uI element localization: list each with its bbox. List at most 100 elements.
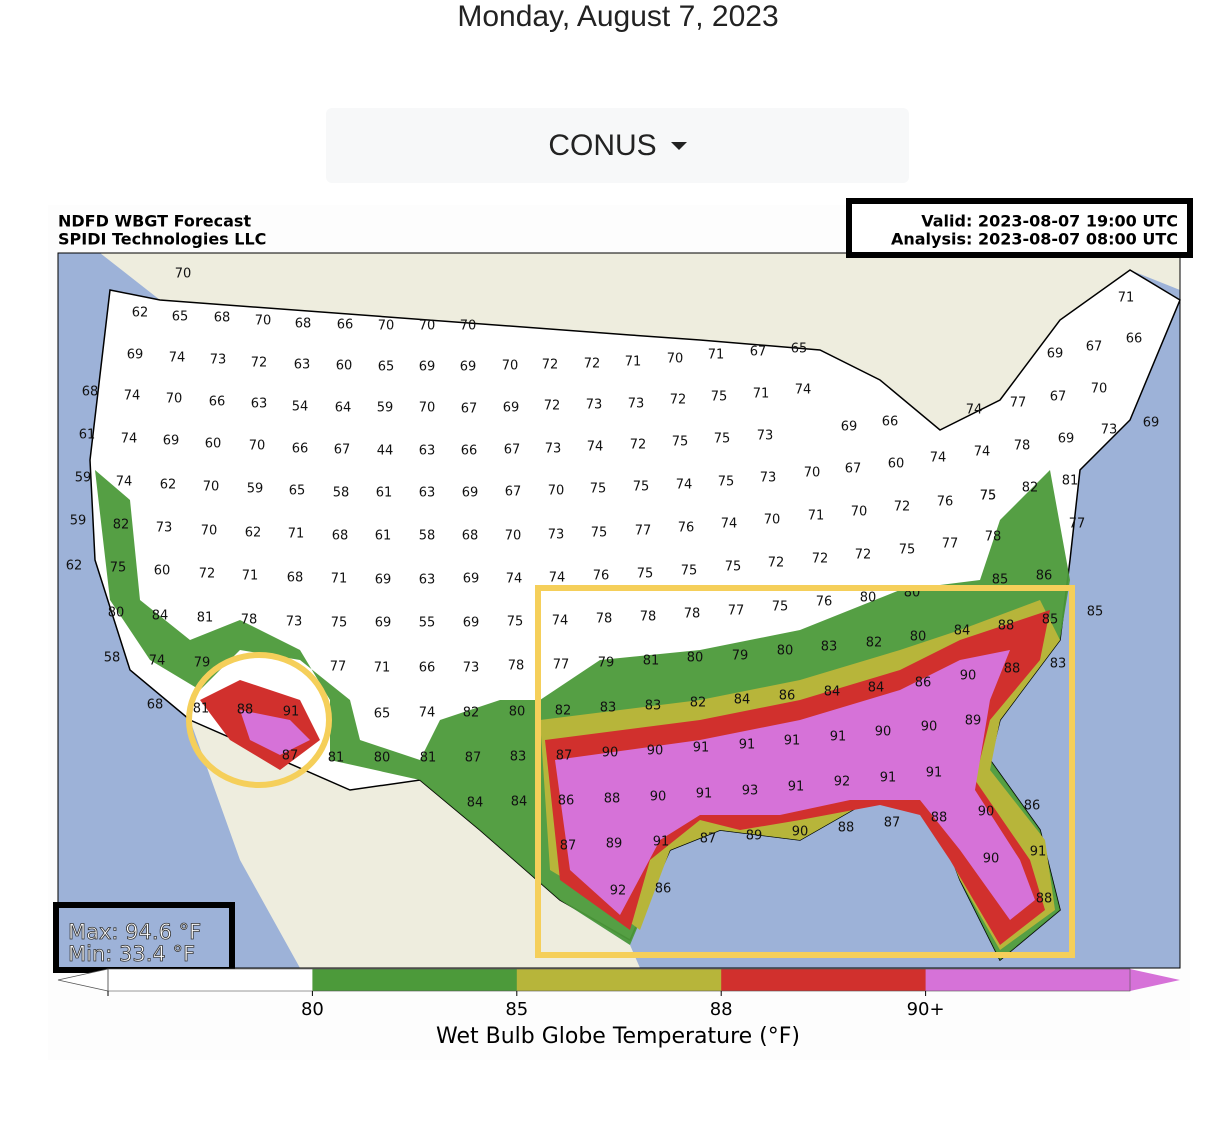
station-value: 74: [587, 440, 604, 455]
station-value: 84: [734, 693, 751, 708]
analysis-time: Analysis: 2023-08-07 08:00 UTC: [891, 230, 1178, 249]
station-value: 70: [255, 314, 272, 329]
station-value: 80: [108, 606, 125, 621]
station-value: 61: [376, 486, 393, 501]
station-value: 75: [725, 560, 742, 575]
station-value: 84: [467, 796, 484, 811]
station-value: 73: [210, 353, 227, 368]
station-value: 71: [288, 527, 305, 542]
station-value: 74: [552, 614, 569, 629]
station-value: 59: [75, 471, 92, 486]
colorbar-outline: [107, 968, 1131, 992]
station-value: 72: [630, 438, 647, 453]
station-value: 59: [377, 401, 394, 416]
station-value: 62: [66, 559, 83, 574]
station-value: 85: [1042, 613, 1059, 628]
station-value: 74: [930, 451, 947, 466]
station-value: 83: [510, 750, 527, 765]
colorbar: 80 85 88 90+: [57, 968, 1180, 1020]
station-value: 75: [718, 475, 735, 490]
caret[interactable]: [670, 141, 687, 150]
station-value: 80: [910, 630, 927, 645]
station-value: 68: [287, 571, 304, 586]
wbgt-90-plus: [240, 650, 1035, 920]
station-value: 79: [732, 649, 749, 664]
station-value: 61: [375, 529, 392, 544]
station-value: 74: [795, 383, 812, 398]
station-value: 73: [463, 661, 480, 676]
station-value: 75: [633, 480, 650, 495]
station-value: 87: [560, 839, 577, 854]
dropdown-label[interactable]: CONUS: [548, 128, 657, 162]
station-value: 73: [760, 471, 777, 486]
station-value: 62: [132, 306, 149, 321]
station-value: 73: [586, 398, 603, 413]
station-value: 91: [926, 766, 943, 781]
station-value: 77: [1010, 396, 1027, 411]
station-value: 70: [804, 466, 821, 481]
station-value: 75: [714, 432, 731, 447]
station-value: 70: [419, 401, 436, 416]
station-value: 69: [1143, 416, 1160, 431]
station-value: 72: [812, 552, 829, 567]
station-value: 86: [779, 689, 796, 704]
station-value: 81: [197, 611, 214, 626]
colorbar-segment: [312, 969, 518, 991]
station-value: 67: [504, 443, 521, 458]
mexico: [190, 720, 640, 968]
station-value: 69: [127, 348, 144, 363]
station-value: 67: [334, 443, 351, 458]
station-value: 83: [600, 701, 617, 716]
station-value: 78: [508, 659, 525, 674]
station-value: 70: [203, 480, 220, 495]
station-value: 70: [502, 359, 519, 374]
station-value: 65: [289, 484, 306, 499]
station-value: 90: [921, 720, 938, 735]
station-value: 84: [824, 685, 841, 700]
station-value: 74: [506, 572, 523, 587]
station-value: 74: [124, 389, 141, 404]
station-value: 60: [154, 564, 171, 579]
station-value: 77: [942, 537, 959, 552]
station-value: 64: [335, 401, 352, 416]
station-value: 91: [784, 734, 801, 749]
station-value: 74: [121, 432, 138, 447]
station-value: 89: [746, 829, 763, 844]
station-value: 76: [593, 569, 610, 584]
station-value: 88: [838, 821, 855, 836]
station-value: 80: [374, 751, 391, 766]
station-value: 73: [545, 442, 562, 457]
station-value: 78: [596, 612, 613, 627]
station-value: 91: [283, 705, 300, 720]
station-value: 88: [931, 811, 948, 826]
station-value: 90: [602, 746, 619, 761]
station-value: 84: [511, 795, 528, 810]
station-value: 70: [667, 352, 684, 367]
colorbar-segment: [108, 969, 313, 991]
station-value: 88: [1036, 892, 1053, 907]
station-value: 70: [175, 267, 192, 282]
station-value: 90: [792, 825, 809, 840]
map-subtitle: SPIDI Technologies LLC: [58, 230, 266, 249]
station-value: 68: [82, 385, 99, 400]
station-value: 58: [419, 529, 436, 544]
station-value: 69: [375, 616, 392, 631]
station-value: 67: [461, 402, 478, 417]
station-value: 59: [247, 482, 264, 497]
station-value: 58: [333, 486, 350, 501]
station-value: 72: [768, 556, 785, 571]
station-value: 84: [954, 624, 971, 639]
station-value: 91: [830, 730, 847, 745]
station-value: 76: [678, 521, 695, 536]
station-value: 91: [880, 771, 897, 786]
colorbar-title: Wet Bulb Globe Temperature (°F): [436, 1024, 800, 1049]
station-value: 72: [251, 356, 268, 371]
station-value: 72: [544, 399, 561, 414]
canada: [100, 253, 1180, 430]
station-value: 71: [374, 661, 391, 676]
station-value: 70: [419, 319, 436, 334]
station-value: 69: [1058, 432, 1075, 447]
station-value: 80: [687, 651, 704, 666]
station-value: 71: [625, 355, 642, 370]
region-dropdown[interactable]: CONUS: [326, 108, 909, 183]
